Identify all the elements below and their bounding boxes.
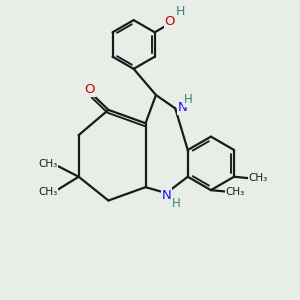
- Text: N: N: [178, 101, 188, 114]
- Text: CH₃: CH₃: [38, 159, 58, 169]
- Text: CH₃: CH₃: [38, 187, 58, 196]
- Text: CH₃: CH₃: [226, 187, 245, 196]
- Text: O: O: [85, 83, 95, 96]
- Text: CH₃: CH₃: [249, 173, 268, 183]
- Text: H: H: [176, 5, 185, 18]
- Text: O: O: [165, 14, 175, 28]
- Text: H: H: [172, 197, 181, 210]
- Text: H: H: [184, 93, 193, 106]
- Text: N: N: [161, 189, 171, 202]
